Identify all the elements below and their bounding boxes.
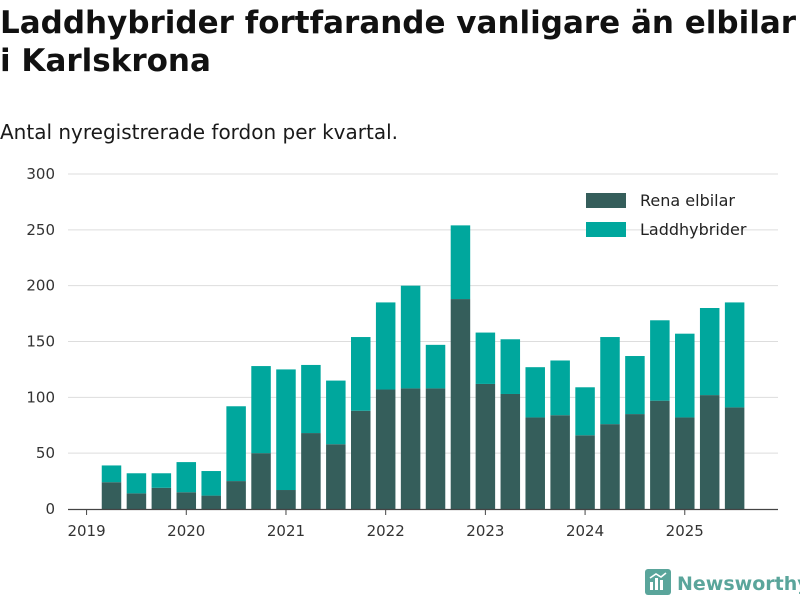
bar-rena-elbilar [351, 410, 371, 509]
bar-rena-elbilar [151, 487, 172, 509]
bar-rena-elbilar [475, 383, 496, 509]
x-tick-label: 2020 [167, 522, 205, 540]
bar-rena-elbilar [699, 395, 720, 509]
bar-laddhybrider [301, 364, 321, 434]
bar-laddhybrider [101, 465, 122, 483]
bar-laddhybrider [226, 406, 246, 482]
y-tick-label: 300 [26, 165, 55, 183]
y-tick-label: 250 [26, 221, 55, 239]
bar-rena-elbilar [450, 299, 471, 509]
bar-rena-elbilar [176, 492, 197, 509]
x-tick-label: 2022 [367, 522, 405, 540]
x-tick-label: 2021 [267, 522, 305, 540]
bar-laddhybrider [400, 285, 421, 389]
bar-laddhybrider [550, 360, 570, 416]
y-tick-label: 150 [26, 333, 55, 351]
bar-laddhybrider [176, 462, 197, 493]
bars [101, 225, 745, 509]
bar-rena-elbilar [126, 493, 147, 509]
bar-laddhybrider [724, 302, 745, 408]
bar-laddhybrider [375, 302, 396, 390]
bar-laddhybrider [600, 337, 620, 425]
y-tick-label: 0 [45, 500, 55, 518]
bar-laddhybrider [450, 225, 471, 300]
bar-rena-elbilar [276, 490, 296, 509]
chart-subtitle: Antal nyregistrerade fordon per kvartal. [0, 120, 399, 144]
bar-laddhybrider [276, 369, 296, 491]
bar-rena-elbilar [301, 433, 321, 509]
bar-rena-elbilar [724, 407, 745, 509]
legend-label-laddhybrider: Laddhybrider [640, 220, 747, 239]
bar-laddhybrider [525, 367, 545, 418]
newsworthy-logo-icon [645, 569, 671, 599]
x-tick-label: 2023 [466, 522, 504, 540]
x-axis: 2019 2020 2021 2022 2023 2024 2025 [67, 508, 778, 540]
bar-laddhybrider [351, 337, 371, 411]
bar-rena-elbilar [375, 389, 396, 509]
bar-laddhybrider [675, 333, 695, 418]
legend-swatch-rena-elbilar [586, 193, 626, 208]
newsworthy-brand: Newsworthy [645, 568, 800, 600]
gridlines [68, 173, 778, 454]
bar-laddhybrider [201, 471, 221, 496]
bar-laddhybrider [126, 473, 147, 494]
bar-laddhybrider [475, 332, 496, 384]
bar-rena-elbilar [550, 415, 570, 509]
bar-laddhybrider [575, 387, 595, 436]
bar-rena-elbilar [625, 414, 645, 509]
x-tick-label: 2025 [666, 522, 704, 540]
bar-rena-elbilar [525, 417, 545, 509]
bar-laddhybrider [151, 473, 172, 488]
bar-laddhybrider [251, 366, 271, 454]
bar-rena-elbilar [650, 400, 670, 509]
bar-laddhybrider [425, 344, 446, 389]
bar-laddhybrider [500, 339, 521, 394]
bar-laddhybrider [326, 380, 346, 445]
legend: Rena elbilar Laddhybrider [586, 191, 747, 239]
x-tick-label: 2024 [566, 522, 604, 540]
bar-rena-elbilar [425, 388, 446, 509]
bar-rena-elbilar [201, 495, 221, 509]
brand-name: Newsworthy [677, 573, 800, 595]
bar-rena-elbilar [600, 424, 620, 509]
x-tick-label: 2019 [67, 522, 105, 540]
bar-rena-elbilar [500, 393, 521, 509]
y-axis-ticks: 0 50 100 150 200 250 300 [26, 165, 55, 518]
bar-rena-elbilar [226, 481, 246, 509]
legend-swatch-laddhybrider [586, 222, 626, 237]
chart-title: Laddhybrider fortfarande vanligare än el… [0, 5, 797, 79]
bar-rena-elbilar [575, 435, 595, 509]
y-tick-label: 200 [26, 277, 55, 295]
bar-laddhybrider [699, 308, 720, 396]
bar-rena-elbilar [326, 444, 346, 509]
legend-label-rena-elbilar: Rena elbilar [640, 191, 735, 210]
bar-rena-elbilar [251, 453, 271, 509]
bar-laddhybrider [650, 320, 670, 401]
bar-rena-elbilar [400, 388, 421, 509]
bar-rena-elbilar [675, 417, 695, 509]
bar-laddhybrider [625, 356, 645, 415]
y-tick-label: 50 [36, 444, 55, 462]
bar-rena-elbilar [101, 482, 122, 509]
y-tick-label: 100 [26, 388, 55, 406]
